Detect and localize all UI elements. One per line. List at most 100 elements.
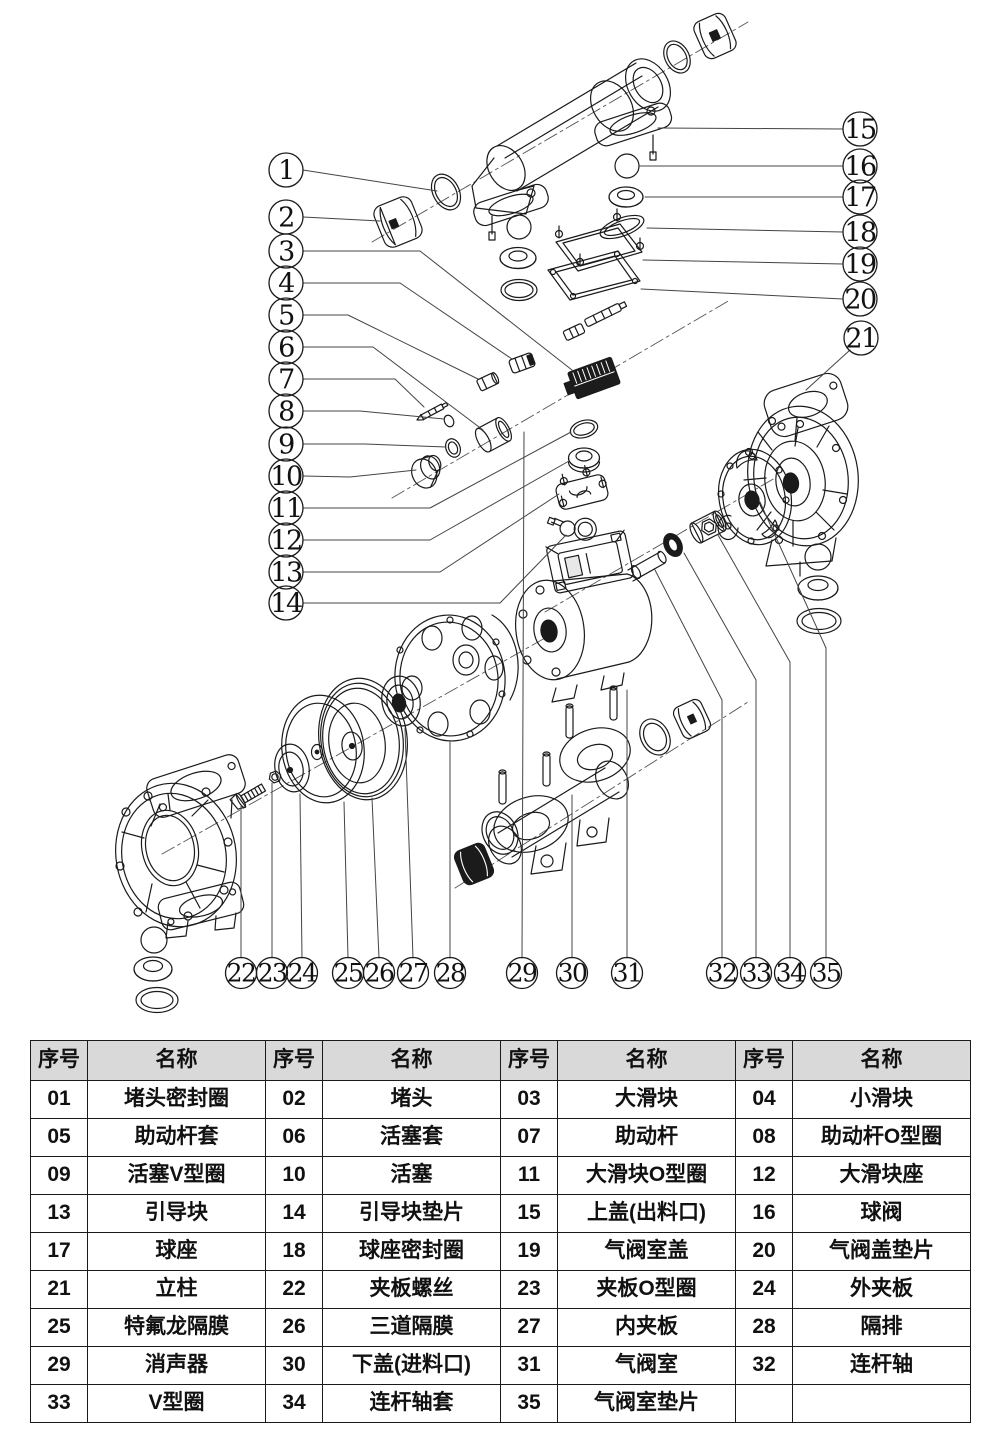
callout-19: 19: [842, 246, 878, 282]
table-row: 25 特氟龙隔膜 26 三道隔膜 27 内夹板 28 隔排: [30, 1308, 971, 1347]
callout-33: 33: [739, 956, 772, 990]
part-name: 活塞: [322, 1156, 501, 1195]
ball-valve-set-left: [499, 214, 538, 302]
part-index: 14: [265, 1194, 323, 1233]
part-index: 08: [735, 1118, 793, 1157]
air-valve-cover: [554, 208, 645, 272]
ptfe-diaphragm: [281, 694, 365, 804]
piston: [411, 454, 442, 489]
svg-text:19: 19: [844, 250, 876, 281]
part-index: 10: [265, 1156, 323, 1195]
outlet-o-ring: [663, 40, 691, 74]
diaphragm-stack: [229, 614, 519, 810]
svg-text:16: 16: [844, 152, 876, 183]
part-index: 15: [500, 1194, 558, 1233]
callout-8: 8: [268, 393, 304, 429]
part-name: 大滑块: [557, 1080, 736, 1119]
part-name: [792, 1384, 971, 1423]
callout-22: 22: [224, 956, 258, 990]
svg-text:2: 2: [278, 203, 294, 234]
part-index: 04: [735, 1080, 793, 1119]
part-name: 助动杆: [557, 1118, 736, 1157]
svg-text:20: 20: [844, 285, 876, 316]
part-name: 小滑块: [792, 1080, 971, 1119]
callout-15: 15: [842, 111, 878, 147]
part-index: [735, 1384, 793, 1423]
part-index: 24: [735, 1270, 793, 1309]
part-name: 助动杆套: [87, 1118, 266, 1157]
outer-clamp-plate: [274, 743, 310, 793]
lower-manifold-assembly: [453, 685, 712, 886]
svg-text:26: 26: [365, 959, 394, 988]
chamber-gasket: [717, 448, 793, 546]
upper-manifold-assembly: [471, 12, 737, 241]
part-index: 05: [30, 1118, 88, 1157]
plug-seal-ring: [430, 173, 462, 211]
svg-text:14: 14: [270, 589, 302, 620]
callout-11: 11: [268, 490, 304, 526]
part-index: 22: [265, 1270, 323, 1309]
callout-16: 16: [842, 148, 878, 184]
svg-text:17: 17: [844, 183, 876, 214]
exploded-parts-diagram: 1 2 3 4 5 6 7 8 9 10 11 12 13 14 15 16 1…: [115, 12, 879, 1014]
part-index: 09: [30, 1156, 88, 1195]
part-name: 堵头密封圈: [87, 1080, 266, 1119]
callout-27: 27: [396, 956, 429, 990]
callout-14: 14: [268, 585, 304, 621]
svg-text:6: 6: [278, 333, 294, 364]
part-name: 大滑块O型圈: [557, 1156, 736, 1195]
part-name: 堵头: [322, 1080, 501, 1119]
part-name: 立柱: [87, 1270, 266, 1309]
part-name: 连杆轴套: [322, 1384, 501, 1423]
callout-1: 1: [268, 152, 304, 188]
table-row: 21 立柱 22 夹板螺丝 23 夹板O型圈 24 外夹板: [30, 1270, 971, 1309]
header-name-4: 名称: [792, 1040, 971, 1081]
svg-text:3: 3: [278, 237, 294, 268]
part-name: 三道隔膜: [322, 1308, 501, 1347]
svg-text:12: 12: [270, 526, 301, 557]
part-index: 30: [265, 1346, 323, 1385]
svg-text:21: 21: [845, 324, 876, 355]
svg-text:22: 22: [227, 959, 256, 988]
part-name: V型圈: [87, 1384, 266, 1423]
svg-text:13: 13: [270, 558, 302, 589]
callout-23: 23: [255, 956, 288, 990]
table-row: 13 引导块 14 引导块垫片 15 上盖(出料口) 16 球阀: [30, 1194, 971, 1233]
table-row: 05 助动杆套 06 活塞套 07 助动杆 08 助动杆O型圈: [30, 1118, 971, 1157]
air-valve-chamber-body: [515, 529, 667, 703]
v-ring: [663, 532, 683, 558]
header-index-1: 序号: [30, 1040, 88, 1081]
piston-v-ring: [444, 438, 462, 458]
callout-34: 34: [773, 956, 806, 990]
callout-9: 9: [268, 426, 304, 462]
svg-text:1: 1: [278, 156, 294, 187]
part-index: 20: [735, 1232, 793, 1271]
svg-text:9: 9: [278, 430, 294, 461]
part-index: 32: [735, 1346, 793, 1385]
center-axis-lines: [161, 21, 776, 889]
callout-32: 32: [705, 956, 739, 990]
part-index: 07: [500, 1118, 558, 1157]
part-index: 33: [30, 1384, 88, 1423]
part-name: 引导块: [87, 1194, 266, 1233]
plug: [373, 196, 423, 248]
right-elbow-flange: [594, 102, 673, 161]
outlet-plug: [693, 12, 737, 60]
part-index: 27: [500, 1308, 558, 1347]
clamp-o-ring: [268, 770, 282, 784]
callout-30: 30: [555, 956, 588, 990]
part-name: 活塞V型圈: [87, 1156, 266, 1195]
part-name: 连杆轴: [792, 1346, 971, 1385]
svg-text:35: 35: [812, 959, 841, 988]
right-housing: [701, 372, 859, 635]
part-name: 助动杆O型圈: [792, 1118, 971, 1157]
callout-35: 35: [809, 956, 843, 990]
callouts: 1 2 3 4 5 6 7 8 9 10 11 12 13 14 15 16 1…: [224, 111, 879, 990]
part-index: 11: [500, 1156, 558, 1195]
callout-13: 13: [268, 554, 304, 590]
svg-text:30: 30: [558, 959, 587, 988]
callout-29: 29: [505, 956, 538, 990]
part-index: 01: [30, 1080, 88, 1119]
svg-text:25: 25: [334, 959, 363, 988]
